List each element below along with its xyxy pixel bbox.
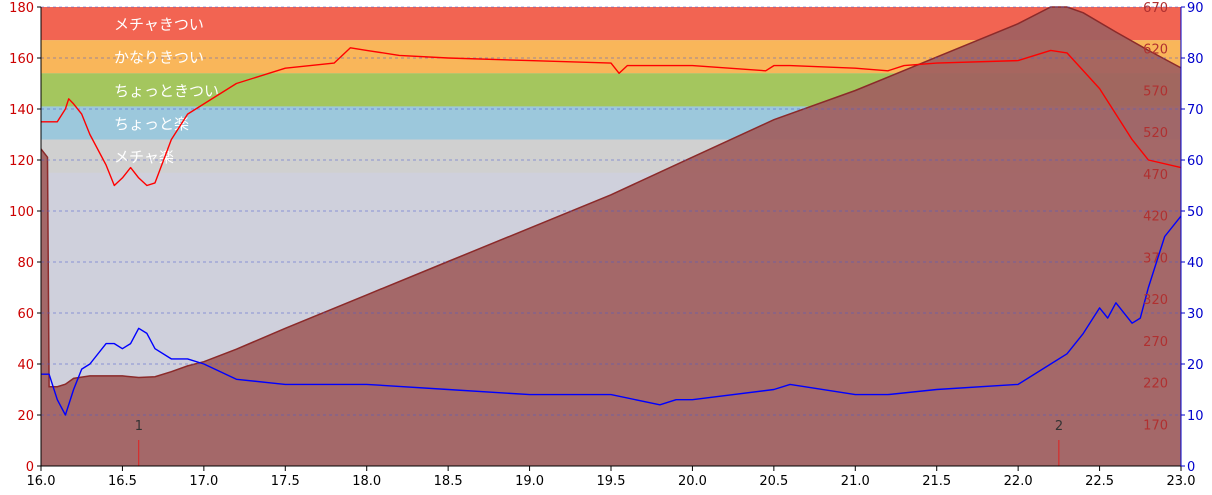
series-line xyxy=(41,215,1182,416)
zone-label: ちょっと楽 xyxy=(114,115,189,133)
right2-tick-label: 30 xyxy=(1187,307,1204,322)
x-tick-label: 16.0 xyxy=(27,474,56,489)
zone-label: メチャ楽 xyxy=(114,148,174,166)
x-tick-label: 20.0 xyxy=(678,474,707,489)
right2-tick-label: 60 xyxy=(1187,154,1204,169)
area-outline xyxy=(40,6,1182,388)
x-tick-label: 22.0 xyxy=(1004,474,1033,489)
right2-tick-label: 80 xyxy=(1187,52,1204,67)
x-tick-label: 22.5 xyxy=(1085,474,1114,489)
x-tick-label: 21.0 xyxy=(841,474,870,489)
x-tick-label: 17.5 xyxy=(271,474,300,489)
left-tick-label: 60 xyxy=(17,307,34,322)
left-tick-label: 140 xyxy=(9,103,34,118)
left-tick-label: 40 xyxy=(17,358,34,373)
marker-label: 1 xyxy=(135,419,143,434)
x-tick-label: 20.5 xyxy=(759,474,788,489)
right2-tick-label: 20 xyxy=(1187,358,1204,373)
right1-tick-label: 620 xyxy=(1143,43,1168,58)
x-tick-label: 21.5 xyxy=(922,474,951,489)
right1-tick-label: 570 xyxy=(1143,84,1168,99)
x-tick-label: 19.0 xyxy=(515,474,544,489)
right1-tick-label: 220 xyxy=(1143,377,1168,392)
left-tick-label: 80 xyxy=(17,256,34,271)
right1-tick-label: 370 xyxy=(1143,251,1168,266)
left-tick-label: 100 xyxy=(9,205,34,220)
right1-tick-label: 170 xyxy=(1143,418,1168,433)
right-axis-1-ticks: 170 220 270 320 370 420 470 520 570 620 670 xyxy=(1143,1,1168,433)
left-tick-label: 180 xyxy=(9,1,34,16)
x-tick-label: 18.0 xyxy=(352,474,381,489)
left-axis-ticks: 0 20 40 60 80 100 120 140 160 180 xyxy=(9,1,41,475)
line-series xyxy=(41,47,1182,416)
zone-label: メチャきつい xyxy=(114,16,204,34)
right1-tick-label: 270 xyxy=(1143,335,1168,350)
right2-tick-label: 70 xyxy=(1187,103,1204,118)
zone-label: ちょっときつい xyxy=(114,82,219,100)
area-fill xyxy=(41,7,1181,466)
right1-tick-label: 470 xyxy=(1143,168,1168,183)
right2-tick-label: 40 xyxy=(1187,256,1204,271)
left-tick-label: 160 xyxy=(9,52,34,67)
gridlines xyxy=(41,6,1181,416)
x-axis-ticks: 16.0 16.5 17.0 17.5 18.0 18.5 19.0 19.5 20.0 20.5… xyxy=(27,466,1196,489)
right1-tick-label: 420 xyxy=(1143,210,1168,225)
right2-tick-label: 10 xyxy=(1187,409,1204,424)
x-tick-label: 19.5 xyxy=(597,474,626,489)
right2-tick-label: 50 xyxy=(1187,205,1204,220)
right1-tick-label: 320 xyxy=(1143,293,1168,308)
zone-label: かなりきつい xyxy=(114,49,204,67)
series-line xyxy=(41,47,1182,187)
x-tick-label: 18.5 xyxy=(434,474,463,489)
right-axis-2-ticks: 0 10 20 30 40 50 60 70 80 90 xyxy=(1180,1,1204,475)
x-tick-label: 17.0 xyxy=(189,474,218,489)
right2-tick-label: 90 xyxy=(1187,1,1204,16)
marker-label: 2 xyxy=(1055,419,1063,434)
right2-tick-label: 0 xyxy=(1187,460,1195,475)
right1-tick-label: 670 xyxy=(1143,1,1168,16)
left-tick-label: 120 xyxy=(9,154,34,169)
x-tick-label: 16.5 xyxy=(108,474,137,489)
right1-tick-label: 520 xyxy=(1143,126,1168,141)
area-series xyxy=(40,6,1182,466)
left-tick-label: 0 xyxy=(26,460,34,475)
left-tick-label: 20 xyxy=(17,409,34,424)
x-tick-label: 23.0 xyxy=(1167,474,1196,489)
